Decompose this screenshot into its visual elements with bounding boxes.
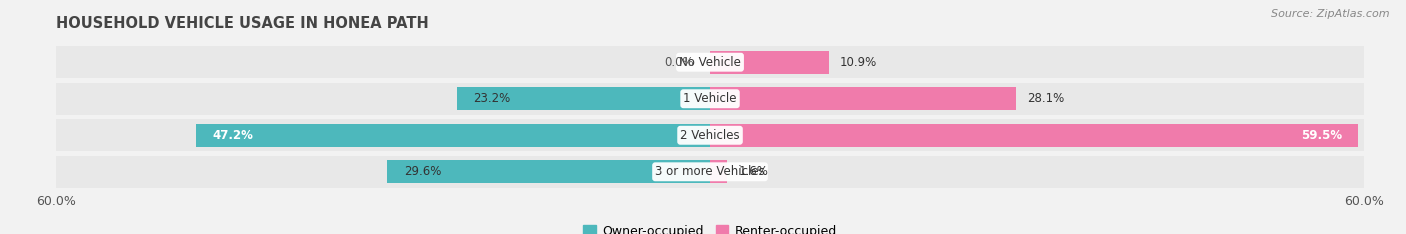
Text: 3 or more Vehicles: 3 or more Vehicles <box>655 165 765 178</box>
Text: Source: ZipAtlas.com: Source: ZipAtlas.com <box>1271 9 1389 19</box>
Text: 23.2%: 23.2% <box>474 92 510 105</box>
Bar <box>710 88 1017 110</box>
Text: 59.5%: 59.5% <box>1301 129 1343 142</box>
Text: 0.0%: 0.0% <box>664 56 693 69</box>
Bar <box>388 161 710 183</box>
Bar <box>710 124 1358 146</box>
Bar <box>56 83 1364 115</box>
Text: 10.9%: 10.9% <box>839 56 877 69</box>
Bar <box>56 46 1364 78</box>
Text: HOUSEHOLD VEHICLE USAGE IN HONEA PATH: HOUSEHOLD VEHICLE USAGE IN HONEA PATH <box>56 16 429 31</box>
Bar <box>710 51 828 73</box>
Text: 29.6%: 29.6% <box>404 165 441 178</box>
Text: 2 Vehicles: 2 Vehicles <box>681 129 740 142</box>
Bar <box>457 88 710 110</box>
Text: 1.6%: 1.6% <box>738 165 768 178</box>
Bar <box>56 156 1364 188</box>
Text: 1 Vehicle: 1 Vehicle <box>683 92 737 105</box>
Bar <box>195 124 710 146</box>
Text: 47.2%: 47.2% <box>212 129 253 142</box>
Text: No Vehicle: No Vehicle <box>679 56 741 69</box>
Text: 28.1%: 28.1% <box>1028 92 1064 105</box>
Bar <box>56 119 1364 151</box>
Legend: Owner-occupied, Renter-occupied: Owner-occupied, Renter-occupied <box>578 219 842 234</box>
Bar <box>710 161 727 183</box>
